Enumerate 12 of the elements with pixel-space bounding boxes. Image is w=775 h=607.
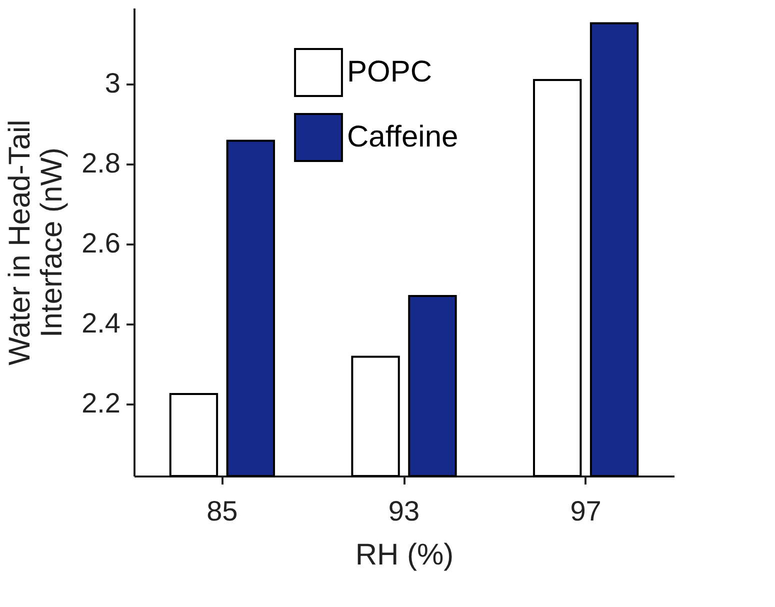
legend-label: POPC — [347, 56, 432, 88]
x-tick-label: 97 — [570, 496, 602, 526]
legend-label: Caffeine — [347, 120, 458, 154]
x-axis-title: RH (%) — [355, 538, 454, 572]
x-tick-label: 93 — [388, 496, 420, 526]
y-tick-label: 2.8 — [82, 148, 120, 178]
y-tick-label: 3 — [104, 68, 120, 98]
x-tick-label: 85 — [206, 496, 238, 526]
y-tick-label: 2.2 — [82, 388, 120, 418]
y-tick-label: 2.6 — [82, 228, 120, 258]
y-tick-label: 2.4 — [82, 308, 120, 338]
y-axis-title: Water in Head-Tail Interface (nW) — [4, 120, 69, 366]
